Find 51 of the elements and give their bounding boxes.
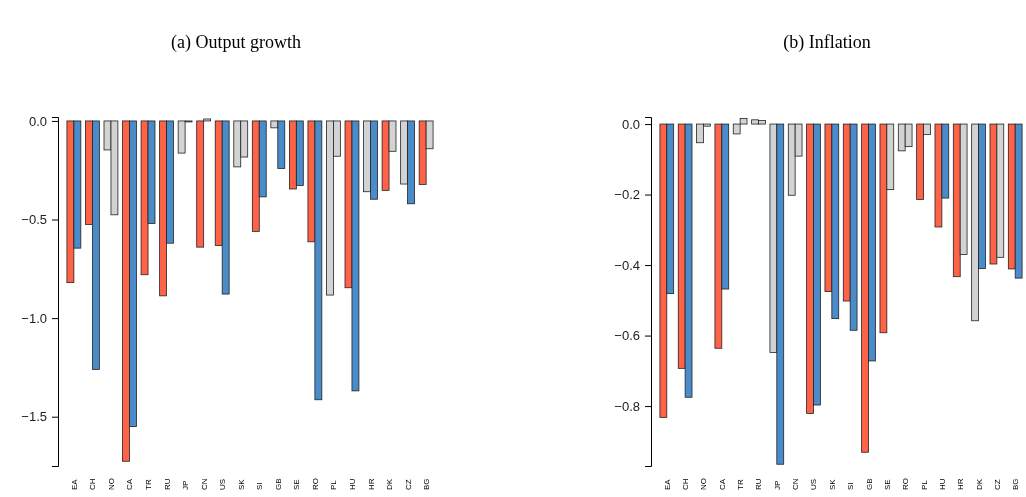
y-tick-label: 0.0 — [28, 113, 47, 129]
x-tick-label: HR — [366, 478, 376, 490]
x-tick-label: DK — [385, 478, 395, 490]
x-tick-label: RU — [754, 478, 764, 490]
y-tick-label: −0.8 — [614, 398, 640, 414]
x-tick-label: EA — [662, 478, 672, 490]
y-tick-label: −0.4 — [614, 257, 640, 273]
x-tick-label: CA — [717, 478, 727, 490]
x-tick-label: TR — [736, 479, 746, 490]
y-tick-label: −1.5 — [21, 409, 47, 425]
x-tick-label: CN — [791, 478, 801, 490]
x-tick-label: CZ — [992, 479, 1002, 490]
x-tick-label: HU — [937, 478, 947, 490]
x-tick-label: GB — [273, 478, 283, 490]
x-tick-label: SE — [882, 479, 892, 490]
x-tick-label: JP — [181, 480, 191, 490]
x-tick-label: EA — [69, 478, 79, 490]
x-tick-label: SI — [846, 482, 856, 490]
x-tick-label: PL — [919, 479, 929, 490]
x-tick-label: BG — [422, 478, 432, 490]
x-tick-label: NO — [106, 478, 116, 490]
y-tick-label: −0.6 — [614, 328, 640, 344]
x-tick-label: TR — [144, 479, 154, 490]
x-tick-label: SE — [292, 479, 302, 490]
x-tick-label: PL — [329, 479, 339, 490]
chart-title: (a) Output growth — [171, 32, 301, 53]
y-tick-label: 0.0 — [621, 116, 640, 132]
x-tick-label: NO — [699, 478, 709, 490]
x-tick-label: CZ — [403, 479, 413, 490]
x-tick-label: US — [809, 478, 819, 490]
x-tick-label: RO — [310, 478, 320, 490]
x-tick-label: JP — [772, 480, 782, 490]
x-tick-label: SK — [827, 478, 837, 490]
x-tick-label: RO — [901, 478, 911, 490]
y-tick-label: −0.5 — [21, 212, 47, 228]
chart-title: (b) Inflation — [783, 32, 871, 53]
x-tick-label: HR — [956, 478, 966, 490]
x-tick-label: CH — [88, 478, 98, 490]
x-tick-label: CN — [199, 478, 209, 490]
x-tick-label: SI — [255, 482, 265, 490]
x-tick-label: DK — [974, 478, 984, 490]
y-tick-label: −0.2 — [614, 187, 640, 203]
y-tick-label: −1.0 — [21, 310, 47, 326]
x-tick-label: RU — [162, 478, 172, 490]
x-tick-label: CA — [125, 478, 135, 490]
x-tick-label: SK — [236, 478, 246, 490]
x-tick-label: CH — [681, 478, 691, 490]
x-tick-label: US — [218, 478, 228, 490]
x-tick-label: HU — [347, 478, 357, 490]
x-tick-label: BG — [1011, 478, 1021, 490]
x-tick-label: GB — [864, 478, 874, 490]
